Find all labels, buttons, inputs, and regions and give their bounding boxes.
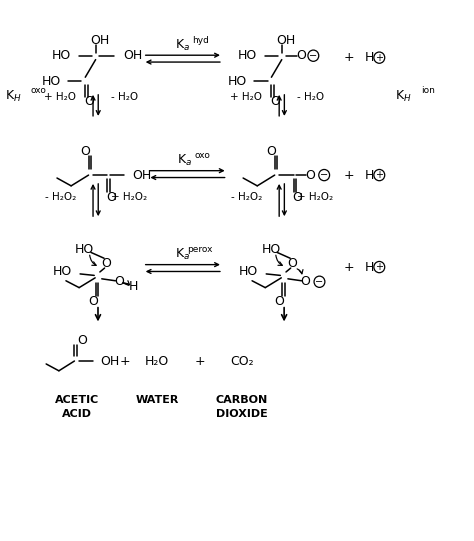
Text: + H₂O₂: + H₂O₂ <box>111 192 147 202</box>
Text: OH: OH <box>132 169 151 182</box>
Text: HO: HO <box>52 49 71 62</box>
Text: K$_a$: K$_a$ <box>177 153 192 168</box>
Text: +: + <box>344 169 355 182</box>
Text: OH: OH <box>90 34 109 47</box>
Text: O: O <box>270 95 280 108</box>
Text: oxo: oxo <box>31 87 46 95</box>
Text: H₂O: H₂O <box>145 354 169 367</box>
Text: +: + <box>375 170 383 180</box>
FancyArrowPatch shape <box>297 269 303 274</box>
Text: O: O <box>297 49 307 62</box>
Text: ion: ion <box>421 87 435 95</box>
FancyArrowPatch shape <box>90 255 96 265</box>
Text: O: O <box>78 334 87 347</box>
Text: +: + <box>375 262 383 272</box>
Text: CO₂: CO₂ <box>230 354 254 367</box>
Text: OH: OH <box>123 49 142 62</box>
Text: H: H <box>365 169 374 182</box>
Text: K$_H$: K$_H$ <box>395 89 411 104</box>
Text: + H₂O: + H₂O <box>230 92 262 102</box>
Text: CARBON: CARBON <box>216 395 268 405</box>
Text: HO: HO <box>75 243 94 256</box>
Text: + H₂O₂: + H₂O₂ <box>297 192 333 202</box>
Text: H: H <box>365 261 374 274</box>
Text: O: O <box>101 256 111 269</box>
Text: + H₂O: + H₂O <box>44 92 76 102</box>
Text: +: + <box>344 51 355 64</box>
Text: K$_H$: K$_H$ <box>5 89 22 104</box>
Text: K$_a$: K$_a$ <box>175 38 190 53</box>
Text: - H₂O: - H₂O <box>297 92 324 102</box>
Text: hyd: hyd <box>192 36 209 45</box>
Text: O: O <box>114 275 124 288</box>
Text: OH: OH <box>100 354 119 367</box>
Text: HO: HO <box>228 75 247 88</box>
Text: HO: HO <box>238 49 257 62</box>
Text: O: O <box>266 145 276 158</box>
Text: WATER: WATER <box>135 395 179 405</box>
Text: O: O <box>292 190 302 203</box>
FancyArrowPatch shape <box>276 255 283 265</box>
Text: O: O <box>274 295 284 308</box>
Text: O: O <box>288 256 298 269</box>
Text: HO: HO <box>239 266 258 279</box>
Text: HO: HO <box>53 266 72 279</box>
Text: perox: perox <box>188 246 213 254</box>
Text: HO: HO <box>42 75 61 88</box>
Text: - H₂O: - H₂O <box>111 92 138 102</box>
Text: O: O <box>80 145 90 158</box>
Text: OH: OH <box>276 34 295 47</box>
Text: ACETIC: ACETIC <box>55 395 99 405</box>
Text: +: + <box>375 52 383 63</box>
Text: O: O <box>301 275 310 288</box>
Text: +: + <box>119 354 130 367</box>
Text: −: − <box>320 170 328 180</box>
Text: O: O <box>84 95 94 108</box>
Text: oxo: oxo <box>194 151 210 160</box>
Text: −: − <box>315 277 324 287</box>
Text: DIOXIDE: DIOXIDE <box>216 409 268 419</box>
FancyArrowPatch shape <box>123 281 129 285</box>
Text: ACID: ACID <box>62 409 92 419</box>
Text: H: H <box>128 280 138 293</box>
Text: O: O <box>106 190 116 203</box>
Text: H: H <box>365 51 374 64</box>
Text: +: + <box>195 354 206 367</box>
Text: HO: HO <box>261 243 281 256</box>
Text: K$_a$: K$_a$ <box>175 247 190 262</box>
Text: - H₂O₂: - H₂O₂ <box>45 192 76 202</box>
Text: −: − <box>309 51 318 61</box>
Text: O: O <box>306 169 316 182</box>
Text: - H₂O₂: - H₂O₂ <box>231 192 262 202</box>
Text: O: O <box>88 295 98 308</box>
Text: +: + <box>344 261 355 274</box>
